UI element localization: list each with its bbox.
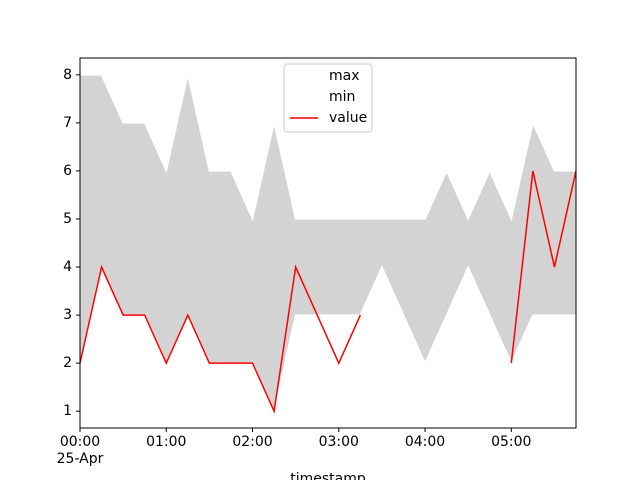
x-tick-label: 05:00 bbox=[491, 434, 531, 450]
y-tick-label: 6 bbox=[63, 163, 72, 179]
x-tick-label: 01:00 bbox=[146, 434, 186, 450]
legend-label: value bbox=[329, 110, 367, 126]
series-line bbox=[80, 74, 576, 222]
x-tick-label: 02:00 bbox=[232, 434, 272, 450]
y-tick-label: 2 bbox=[63, 355, 72, 371]
range-band bbox=[80, 74, 576, 412]
x-axis-label: timestamp bbox=[290, 471, 366, 480]
y-tick-label: 5 bbox=[63, 211, 72, 227]
y-tick-label: 1 bbox=[63, 403, 72, 419]
plot-frame bbox=[79, 57, 577, 429]
x-tick-label: 03:00 bbox=[319, 434, 359, 450]
x-tick-label: 00:00 bbox=[60, 434, 100, 450]
x-tick-date: 25-Apr bbox=[57, 451, 104, 467]
series-line bbox=[79, 170, 577, 414]
y-tick-label: 7 bbox=[63, 115, 72, 131]
y-tick-label: 3 bbox=[63, 307, 72, 323]
x-tick-label: 04:00 bbox=[405, 434, 445, 450]
legend: max min value bbox=[283, 63, 373, 133]
legend-label: min bbox=[329, 89, 355, 105]
legend-box bbox=[283, 63, 373, 133]
legend-label: max bbox=[329, 68, 360, 84]
y-tick-label: 8 bbox=[63, 67, 72, 83]
y-tick-label: 4 bbox=[63, 259, 72, 275]
